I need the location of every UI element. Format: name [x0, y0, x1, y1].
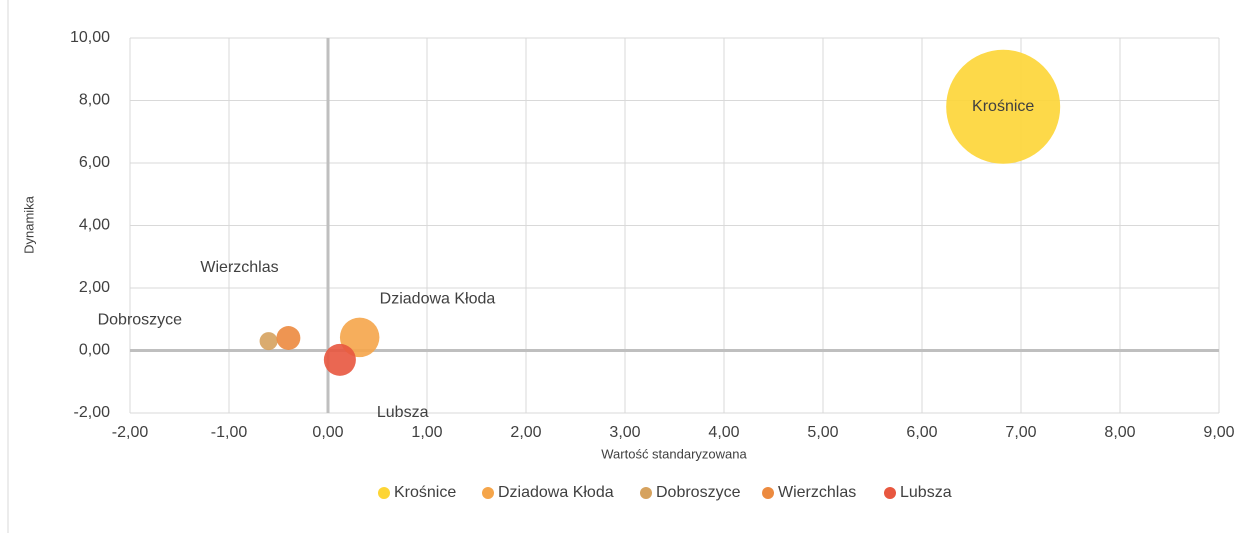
legend-marker [378, 487, 390, 499]
legend-marker [762, 487, 774, 499]
legend-label: Lubsza [900, 484, 952, 501]
legend-marker [884, 487, 896, 499]
legend-marker [640, 487, 652, 499]
data-label: Lubsza [377, 404, 429, 421]
x-axis-label: Wartość standaryzowana [601, 446, 747, 461]
y-tick-label: 4,00 [79, 217, 110, 234]
x-tick-label: 0,00 [312, 424, 343, 441]
bubble [276, 326, 301, 350]
x-tick-label: 4,00 [708, 424, 739, 441]
data-label: Dziadowa Kłoda [380, 291, 496, 308]
y-tick-label: 6,00 [79, 154, 110, 171]
y-tick-label: 0,00 [79, 342, 110, 359]
legend-label: Wierzchlas [778, 484, 856, 501]
x-tick-label: 3,00 [609, 424, 640, 441]
data-label: Krośnice [972, 98, 1034, 115]
bubble [339, 317, 380, 358]
x-tick-label: 1,00 [411, 424, 442, 441]
x-tick-label: 2,00 [510, 424, 541, 441]
y-tick-label: 10,00 [70, 29, 110, 46]
bubble [946, 49, 1061, 164]
x-tick-label: 6,00 [906, 424, 937, 441]
x-tick-label: 5,00 [807, 424, 838, 441]
y-axis-label: Dynamika [21, 195, 36, 254]
y-tick-label: 2,00 [79, 279, 110, 296]
x-tick-label: 7,00 [1005, 424, 1036, 441]
data-label: Wierzchlas [200, 259, 278, 276]
bubble [323, 343, 356, 376]
legend-label: Dobroszyce [656, 484, 741, 501]
x-tick-label: -2,00 [112, 424, 149, 441]
legend-label: Krośnice [394, 484, 456, 501]
x-tick-label: 9,00 [1203, 424, 1234, 441]
legend-marker [482, 487, 494, 499]
x-tick-label: 8,00 [1104, 424, 1135, 441]
legend-label: Dziadowa Kłoda [498, 484, 614, 501]
bubble [259, 332, 278, 351]
y-tick-label: 8,00 [79, 92, 110, 109]
data-label: Dobroszyce [98, 311, 183, 328]
x-tick-label: -1,00 [211, 424, 248, 441]
y-tick-label: -2,00 [74, 404, 111, 421]
